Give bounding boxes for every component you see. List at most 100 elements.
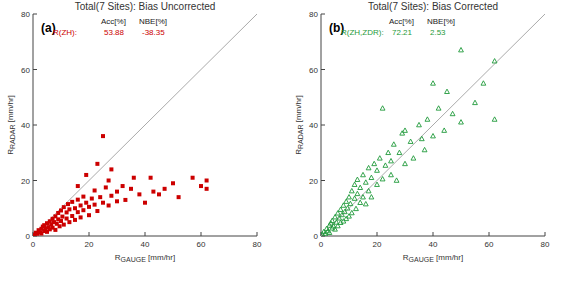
- point: [129, 187, 133, 191]
- point: [98, 195, 102, 199]
- y-tick-label: 0: [26, 232, 31, 241]
- point: [361, 172, 366, 176]
- point: [115, 199, 119, 203]
- figure: Total(7 Sites): Bias Uncorrected 0 20 40 60 8…: [0, 0, 562, 282]
- point: [65, 217, 69, 221]
- label-sub: GAUGE: [121, 256, 147, 263]
- point: [79, 215, 83, 219]
- point: [70, 200, 74, 204]
- x-tick: [545, 232, 546, 236]
- y-tick: [33, 14, 37, 15]
- point: [115, 190, 119, 194]
- point: [386, 150, 391, 154]
- x-tick: [201, 232, 202, 236]
- point: [375, 168, 380, 172]
- point: [93, 188, 97, 192]
- point: [442, 128, 447, 132]
- point: [101, 201, 105, 205]
- annotation-header: NBE[%]: [427, 17, 455, 26]
- point: [66, 202, 70, 206]
- y-axis-label: RRADAR [mm/hr]: [294, 95, 304, 155]
- point: [369, 195, 374, 199]
- point: [70, 214, 74, 218]
- point: [87, 205, 91, 209]
- point: [123, 198, 127, 202]
- point: [58, 224, 62, 228]
- point: [358, 200, 363, 204]
- point: [375, 182, 380, 186]
- y-tick-label: 60: [309, 66, 318, 75]
- point: [369, 175, 374, 179]
- one-to-one-line: [33, 14, 257, 236]
- point: [450, 111, 455, 115]
- point: [445, 89, 450, 93]
- point: [397, 150, 402, 154]
- x-tick-label: 0: [31, 240, 36, 249]
- point: [87, 213, 91, 217]
- x-tick: [145, 232, 146, 236]
- point: [62, 223, 66, 227]
- point: [481, 81, 486, 85]
- point: [417, 122, 422, 126]
- x-tick-label: 60: [197, 240, 206, 249]
- point: [340, 212, 345, 216]
- point: [60, 215, 64, 219]
- point: [67, 220, 71, 224]
- point: [191, 176, 195, 180]
- y-tick-label: 40: [309, 121, 318, 130]
- point: [137, 192, 141, 196]
- point: [101, 134, 105, 138]
- label-sub: RADAR: [9, 125, 16, 150]
- point: [403, 128, 408, 132]
- annotation-header: Acc[%]: [389, 17, 414, 26]
- x-tick: [489, 232, 490, 236]
- point: [363, 201, 368, 205]
- y-tick-label: 20: [309, 177, 318, 186]
- point: [352, 196, 357, 200]
- point: [355, 191, 360, 195]
- point: [90, 197, 94, 201]
- point: [157, 192, 161, 196]
- x-tick: [433, 232, 434, 236]
- x-tick-label: 80: [253, 240, 262, 249]
- point: [107, 203, 111, 207]
- title: Total(7 Sites): Bias Uncorrected: [75, 1, 216, 12]
- x-axis-label: RGAUGE [mm/hr]: [403, 253, 463, 263]
- point: [377, 156, 382, 160]
- point: [84, 201, 88, 205]
- point: [391, 142, 396, 146]
- point: [104, 185, 108, 189]
- point: [380, 177, 385, 181]
- point: [372, 161, 377, 165]
- point: [205, 179, 209, 183]
- annotation-header: NBE[%]: [139, 17, 167, 26]
- y-tick-label: 60: [21, 66, 30, 75]
- y-tick: [33, 180, 37, 181]
- point: [143, 201, 147, 205]
- y-tick: [321, 125, 325, 126]
- point: [93, 203, 97, 207]
- point: [107, 179, 111, 183]
- y-tick: [321, 14, 325, 15]
- point: [354, 206, 359, 210]
- y-tick-label: 80: [309, 10, 318, 19]
- point: [425, 117, 430, 121]
- x-tick: [89, 232, 90, 236]
- point: [53, 228, 57, 232]
- point: [109, 194, 113, 198]
- x-tick-label: 40: [429, 240, 438, 249]
- point: [366, 188, 371, 192]
- plot-area: [321, 14, 545, 236]
- point: [411, 156, 416, 160]
- point: [177, 195, 181, 199]
- point: [149, 176, 153, 180]
- point: [389, 172, 394, 176]
- point: [394, 178, 399, 182]
- point: [109, 167, 113, 171]
- point: [422, 147, 427, 151]
- point: [459, 120, 464, 124]
- point: [348, 201, 353, 205]
- point: [81, 195, 85, 199]
- x-tick-label: 0: [319, 240, 324, 249]
- one-to-one-line: [321, 14, 545, 236]
